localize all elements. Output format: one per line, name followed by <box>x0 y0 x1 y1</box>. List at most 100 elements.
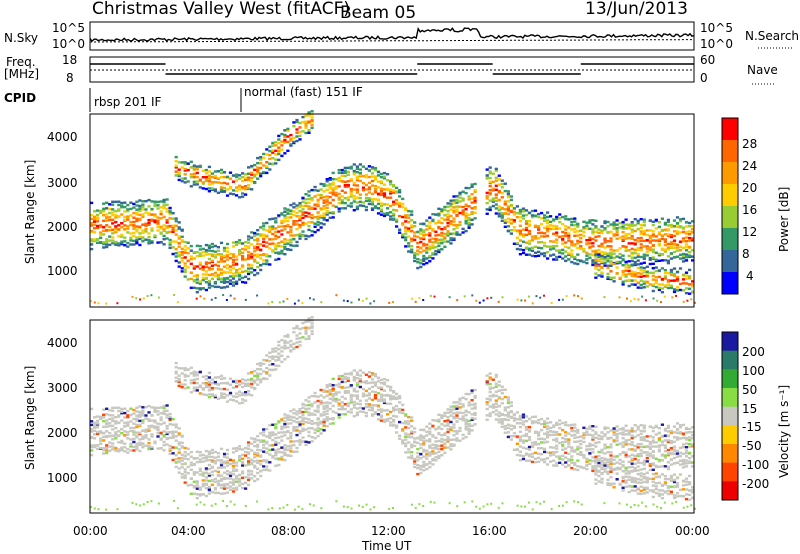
velocity-cell <box>491 395 495 398</box>
velocity-cell <box>114 416 118 419</box>
power-cell <box>382 183 387 186</box>
velocity-cell <box>177 427 181 430</box>
power-cell <box>210 253 214 256</box>
power-cell <box>195 254 199 258</box>
velocity-cell <box>144 428 148 431</box>
velocity-cell <box>99 431 103 435</box>
power-cell <box>688 225 692 228</box>
power-cell <box>630 259 634 263</box>
power-cell <box>684 245 689 249</box>
velocity-cell <box>238 473 242 477</box>
power-cell <box>282 300 285 303</box>
velocity-cell <box>328 407 332 411</box>
power-cell <box>180 250 184 254</box>
velocity-cell <box>162 449 166 452</box>
power-cell <box>135 208 139 211</box>
power-cell <box>567 234 571 237</box>
power-cell <box>639 236 643 240</box>
velocity-cell <box>527 426 532 429</box>
velocity-cell <box>346 386 350 389</box>
velocity-cell <box>582 466 586 470</box>
velocity-cell <box>467 404 471 407</box>
power-cell <box>642 253 646 256</box>
power-cell <box>654 279 658 282</box>
power-cell <box>379 181 384 185</box>
power-cell <box>488 208 492 212</box>
power-cell <box>373 300 376 303</box>
velocity-cell <box>591 448 595 451</box>
velocity-cell <box>102 413 106 416</box>
velocity-cell <box>497 395 501 399</box>
power-cell <box>283 214 287 217</box>
power-cell <box>247 186 251 190</box>
velocity-cell <box>123 442 127 445</box>
power-cell <box>225 276 230 280</box>
power-cell <box>681 282 686 285</box>
velocity-cell <box>201 456 205 460</box>
power-cell <box>228 192 233 195</box>
velocity-cell <box>636 434 640 437</box>
power-cell <box>642 280 646 283</box>
power-cell <box>316 193 320 197</box>
power-cell <box>407 220 411 224</box>
power-cell <box>386 179 390 182</box>
power-cell <box>688 236 692 240</box>
power-cell <box>204 253 208 256</box>
power-cell <box>304 215 308 218</box>
velocity-cell <box>307 411 311 414</box>
power-cell <box>621 222 625 225</box>
velocity-cell <box>500 420 504 423</box>
power-cell <box>183 251 187 254</box>
power-cell <box>250 264 254 267</box>
velocity-cell <box>669 463 673 466</box>
velocity-cell <box>295 450 299 453</box>
power-cell <box>352 188 356 191</box>
power-cell <box>322 190 326 193</box>
velocity-cell <box>615 429 619 432</box>
velocity-cell <box>171 436 175 439</box>
velocity-cell <box>416 464 420 467</box>
velocity-cell <box>120 432 124 435</box>
power-cell <box>331 211 335 214</box>
velocity-cell <box>322 411 326 414</box>
power-cell <box>271 157 275 160</box>
velocity-cell <box>464 418 468 421</box>
velocity-cell <box>691 445 695 448</box>
velocity-cell <box>401 439 405 442</box>
power-cell <box>90 214 94 217</box>
velocity-cell <box>382 401 387 405</box>
velocity-cell <box>455 404 459 408</box>
power-cell <box>392 203 396 206</box>
power-cell <box>564 225 568 228</box>
velocity-cell <box>177 471 181 474</box>
power-cell <box>672 273 677 276</box>
power-cell <box>675 289 680 292</box>
power-cell <box>401 215 405 219</box>
power-cell <box>370 175 375 178</box>
power-cell <box>657 259 661 262</box>
velocity-cell <box>147 404 151 408</box>
velocity-cell <box>618 442 622 446</box>
power-cell <box>141 229 145 232</box>
power-cell <box>458 220 462 224</box>
power-cell <box>135 239 139 242</box>
power-cell <box>446 210 450 213</box>
power-cell <box>645 285 649 288</box>
velocity-cell <box>274 454 278 457</box>
power-cell <box>555 227 559 230</box>
velocity-cell <box>407 422 411 426</box>
velocity-cell <box>301 440 305 444</box>
velocity-cell <box>497 411 501 414</box>
power-cell <box>201 176 205 179</box>
velocity-cell <box>301 406 305 409</box>
velocity-cell <box>585 430 589 433</box>
power-cell <box>392 214 396 217</box>
velocity-cell <box>292 412 296 415</box>
velocity-cell <box>277 457 281 460</box>
power-cell <box>627 260 631 263</box>
velocity-cell <box>238 479 242 483</box>
velocity-cell <box>93 424 97 427</box>
power-cell <box>373 167 378 170</box>
power-cell <box>618 256 622 259</box>
power-cell <box>213 280 217 284</box>
